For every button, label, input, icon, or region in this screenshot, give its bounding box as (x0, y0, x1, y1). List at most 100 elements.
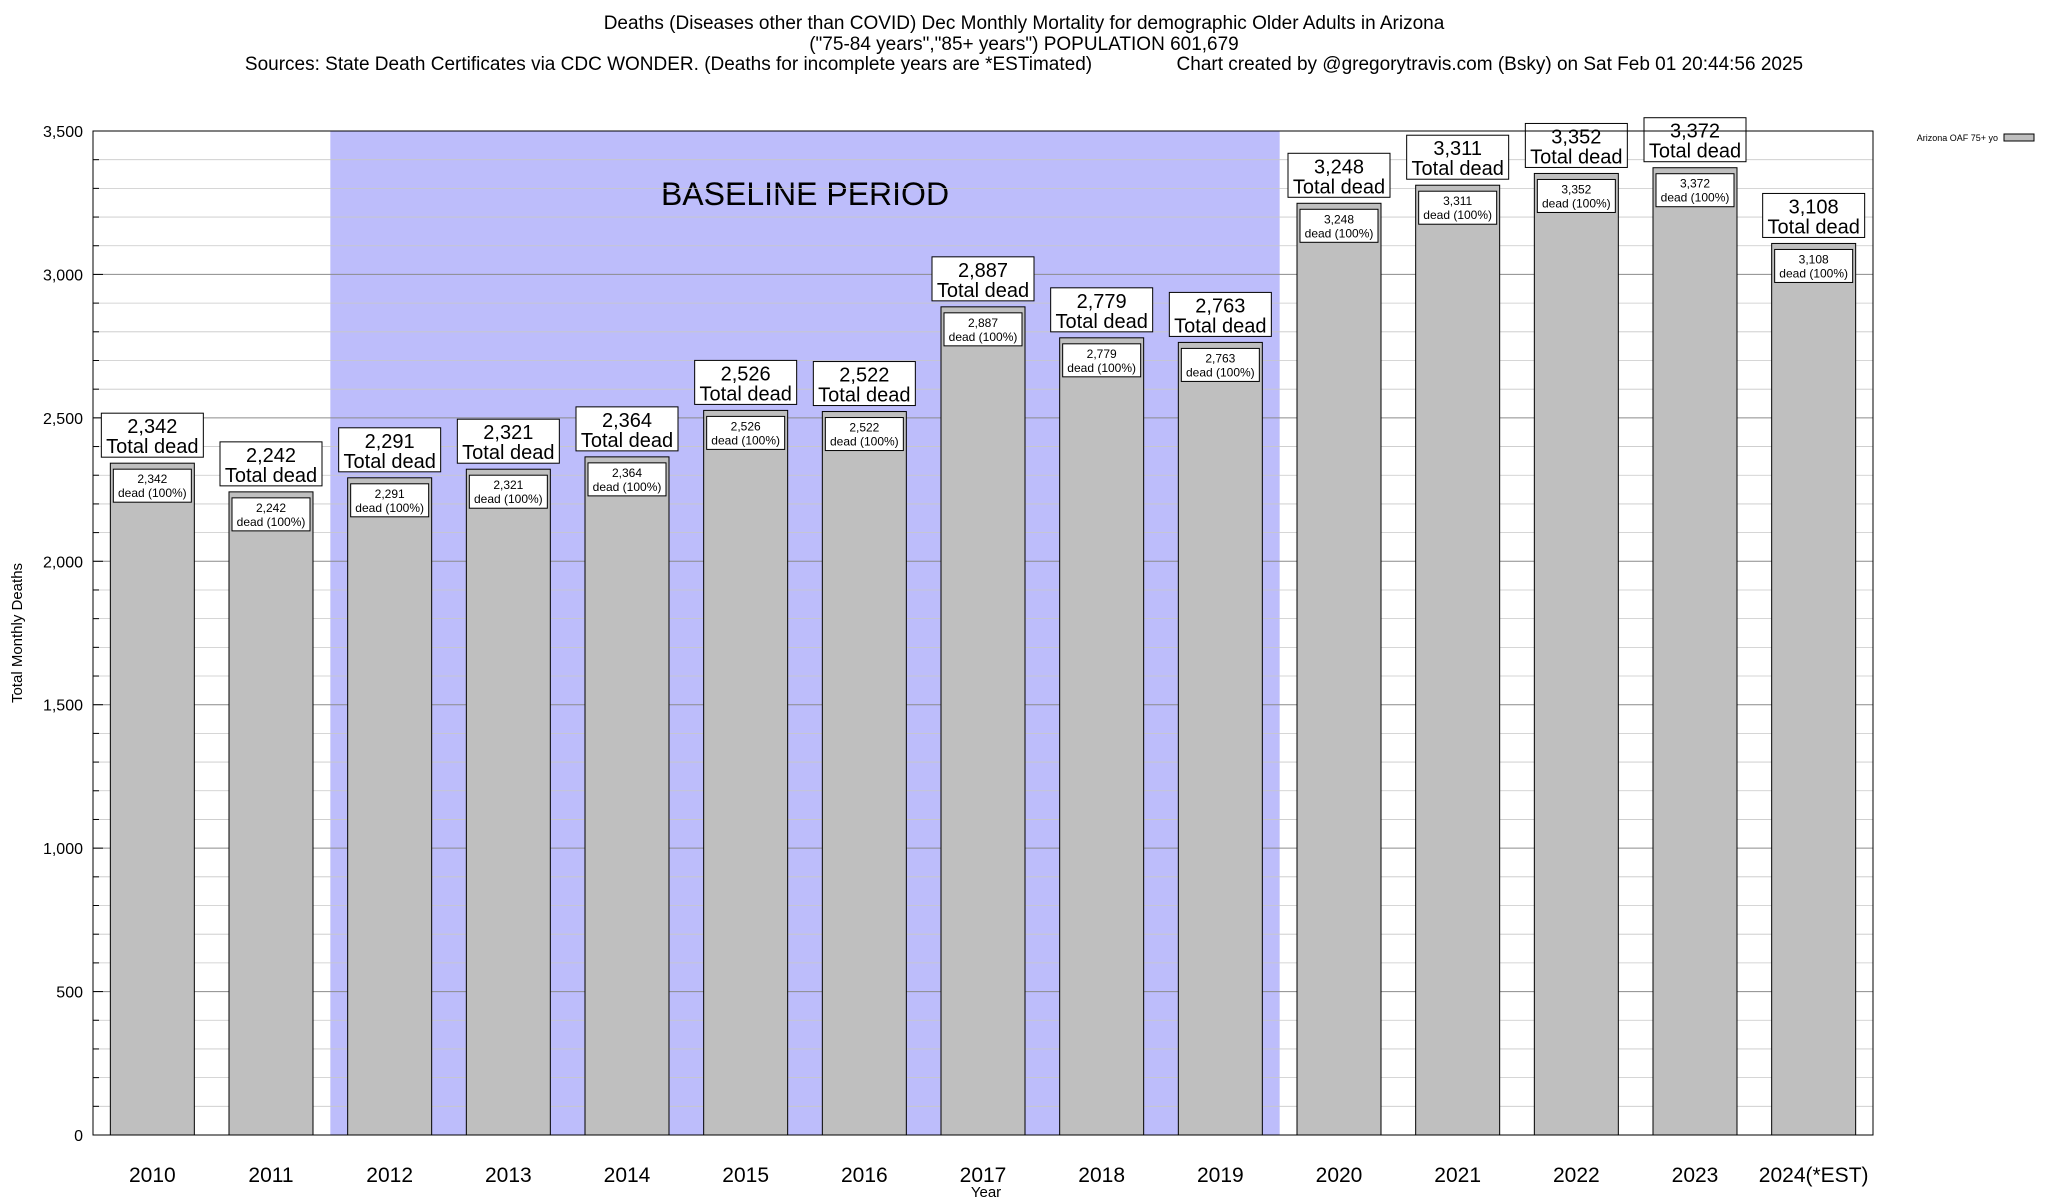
bar-inner-value-label: 3,372 (1680, 177, 1710, 191)
bar-inner-value-label: 2,321 (493, 478, 523, 492)
total-suffix-label: Total dead (1056, 311, 1148, 333)
x-tick-label: 2020 (1316, 1164, 1363, 1187)
bar (821, 411, 907, 1136)
bar-inner-value-label: 2,526 (731, 419, 761, 433)
x-tick-label: 2023 (1672, 1164, 1719, 1187)
legend-label: Arizona OAF 75+ yo (1917, 133, 1998, 143)
bar-inner-value-label: 2,291 (375, 487, 405, 501)
bar-inner-value-label: 3,248 (1324, 212, 1354, 226)
bar (347, 477, 433, 1136)
total-label-box (1762, 192, 1866, 238)
bar (1533, 172, 1619, 1136)
total-suffix-label: Total dead (1649, 141, 1741, 163)
bar-inner-percent-label: dead (100%) (949, 330, 1018, 344)
bar (1296, 202, 1382, 1136)
total-label-box (1168, 291, 1272, 337)
bar (465, 468, 551, 1136)
y-tick-label: 3,500 (43, 124, 83, 141)
total-label-box (694, 359, 798, 405)
x-tick-label: 2019 (1197, 1164, 1244, 1187)
x-tick-label: 2022 (1553, 1164, 1600, 1187)
total-value-label: 2,779 (1077, 291, 1127, 313)
bar-inner-percent-label: dead (100%) (593, 480, 662, 494)
bar-inner-percent-label: dead (100%) (1779, 266, 1848, 280)
total-label-box (1643, 117, 1747, 163)
plot-frame (92, 130, 1874, 1136)
x-tick-label: 2011 (248, 1164, 293, 1187)
x-tick-label: 2017 (960, 1164, 1007, 1187)
x-tick-label: 2010 (129, 1164, 176, 1187)
bar-inner-label-box (824, 417, 904, 452)
bar-inner-percent-label: dead (100%) (118, 486, 187, 500)
total-value-label: 2,291 (365, 431, 415, 453)
legend-swatch (2003, 133, 2035, 142)
x-tick-label: 2016 (841, 1164, 888, 1187)
total-label-box (219, 441, 323, 487)
bar-inner-value-label: 2,522 (849, 421, 879, 435)
total-suffix-label: Total dead (1293, 176, 1385, 198)
total-label-box (1406, 134, 1510, 180)
bar-inner-value-label: 3,108 (1799, 252, 1829, 266)
total-value-label: 3,372 (1670, 121, 1720, 143)
total-suffix-label: Total dead (581, 430, 673, 452)
y-tick-label: 1,500 (43, 698, 83, 715)
x-tick-label: 2013 (485, 1164, 532, 1187)
x-tick-label: 2015 (722, 1164, 769, 1187)
total-suffix-label: Total dead (1412, 158, 1504, 180)
total-value-label: 3,352 (1551, 126, 1601, 148)
bar (1177, 341, 1263, 1136)
y-tick-label: 500 (56, 985, 83, 1002)
bar (1059, 337, 1145, 1136)
total-value-label: 2,364 (602, 410, 652, 432)
total-value-label: 2,526 (721, 363, 771, 385)
x-tick-label: 2018 (1078, 1164, 1125, 1187)
y-tick-label: 1,000 (43, 841, 83, 858)
x-tick-label: 2014 (604, 1164, 651, 1187)
x-tick-label: 2024(*EST) (1759, 1164, 1869, 1187)
total-suffix-label: Total dead (462, 442, 554, 464)
bar-inner-label-box (1299, 208, 1379, 243)
total-label-box (456, 418, 560, 464)
bar-inner-label-box (706, 415, 786, 450)
total-value-label: 2,763 (1195, 295, 1245, 317)
baseline-period-label: BASELINE PERIOD (661, 176, 949, 212)
bar-inner-value-label: 2,242 (256, 501, 286, 515)
total-label-box (100, 412, 204, 458)
bar-inner-label-box (587, 462, 667, 497)
total-suffix-label: Total dead (1174, 315, 1266, 337)
bar (1771, 242, 1857, 1136)
total-value-label: 3,108 (1789, 196, 1839, 218)
bar-inner-value-label: 2,763 (1205, 351, 1235, 365)
bar-inner-value-label: 2,887 (968, 316, 998, 330)
x-axis-title: Year (971, 1184, 1001, 1200)
total-suffix-label: Total dead (937, 280, 1029, 302)
bar-inner-label-box (1062, 343, 1142, 378)
y-tick-label: 3,000 (43, 267, 83, 284)
bar-inner-label-box (943, 312, 1023, 347)
bar-inner-value-label: 3,352 (1561, 182, 1591, 196)
bar (1652, 167, 1738, 1136)
bar-inner-label-box (350, 483, 430, 518)
total-suffix-label: Total dead (818, 385, 910, 407)
bar-inner-label-box (1418, 190, 1498, 225)
bar-inner-percent-label: dead (100%) (711, 433, 780, 447)
total-value-label: 3,311 (1433, 138, 1482, 160)
chart-title: Deaths (Diseases other than COVID) Dec M… (603, 13, 1445, 34)
total-suffix-label: Total dead (1768, 216, 1860, 238)
total-label-box (1287, 152, 1391, 198)
bar-inner-label-box (231, 497, 311, 532)
bar (109, 462, 195, 1136)
bar-inner-label-box (468, 474, 548, 509)
bar-inner-value-label: 2,342 (137, 472, 167, 486)
bar-inner-percent-label: dead (100%) (1661, 191, 1730, 205)
bar (703, 409, 789, 1136)
chart-subtitle: ("75-84 years","85+ years") POPULATION 6… (809, 34, 1239, 55)
bar-inner-percent-label: dead (100%) (355, 501, 424, 515)
bar-inner-value-label: 2,364 (612, 466, 642, 480)
bar-inner-percent-label: dead (100%) (1542, 196, 1611, 210)
total-value-label: 3,248 (1314, 156, 1364, 178)
total-label-box (812, 361, 916, 407)
total-value-label: 2,887 (958, 260, 1008, 282)
total-suffix-label: Total dead (1530, 146, 1622, 168)
